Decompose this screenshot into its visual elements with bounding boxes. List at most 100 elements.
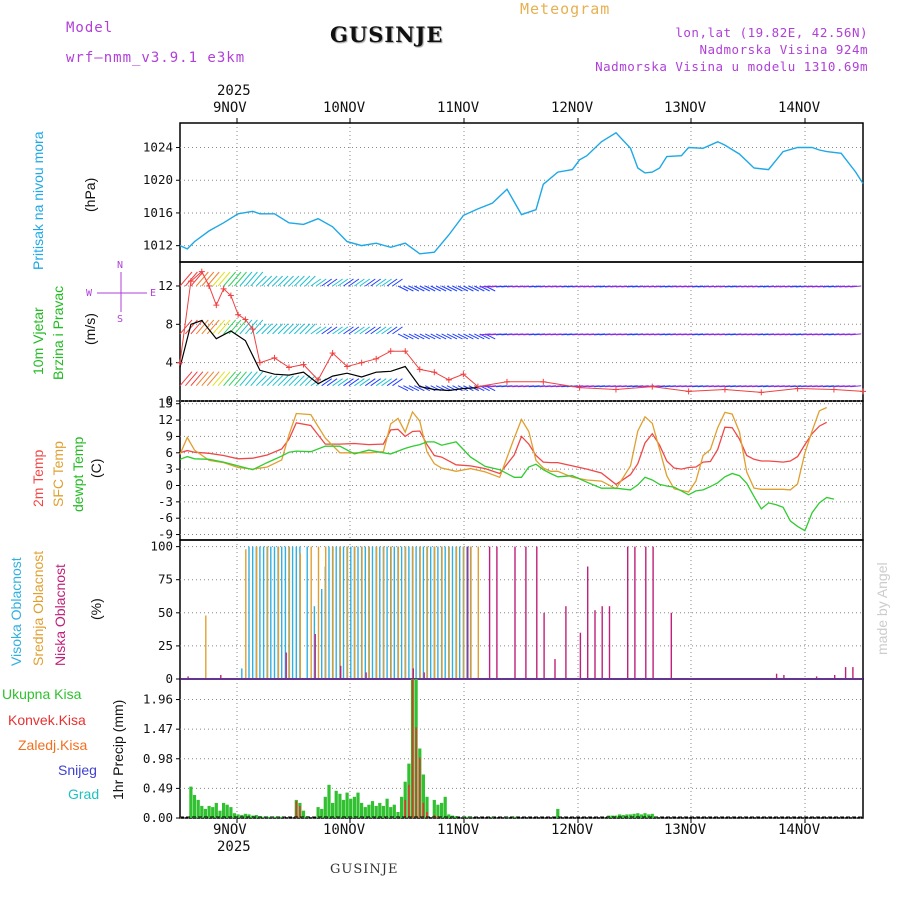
y-tick-label: 25	[158, 638, 173, 653]
wind-barb	[223, 271, 236, 287]
rain-bar	[556, 808, 560, 818]
wind-barb	[435, 285, 447, 292]
rain-bar	[352, 796, 356, 818]
wind-barb	[332, 326, 343, 335]
footer-title: GUSINJE	[330, 862, 399, 877]
wind-barb	[408, 333, 420, 340]
year-top: 2025	[217, 83, 251, 99]
wind-barb	[392, 278, 403, 287]
y-tick-label: 4	[165, 355, 173, 370]
rain-bar	[232, 813, 237, 818]
bottom-day-0: 9NOV	[213, 822, 247, 838]
y-tick-label: -6	[158, 510, 173, 525]
rain-bar	[621, 815, 625, 818]
convective-bar	[426, 812, 428, 818]
rain-bar	[272, 816, 277, 818]
y-tick-label: 12	[158, 278, 173, 293]
wind-barb	[414, 333, 425, 340]
y-tick-label: -9	[158, 527, 173, 542]
rain-bar	[349, 798, 353, 818]
wind-barb	[185, 319, 198, 335]
wind-barb	[272, 323, 283, 335]
wind-barb	[288, 323, 300, 335]
wind-barb	[403, 385, 414, 392]
wind-barb	[185, 271, 198, 287]
wind-barb	[403, 333, 414, 340]
wind-barb	[452, 385, 463, 392]
wind-barb	[288, 275, 300, 287]
wind-barb	[250, 271, 264, 287]
wind-barb	[179, 271, 193, 287]
wind-barb	[234, 319, 247, 335]
wind-barb	[217, 319, 231, 335]
bottom-day-4: 13NOV	[664, 822, 707, 838]
rain-bar	[262, 816, 266, 818]
rain-bar	[316, 807, 320, 818]
wind-barb	[386, 326, 398, 335]
wind-barb	[294, 323, 305, 335]
y-tick-label: 1012	[143, 238, 173, 253]
year-bottom: 2025	[217, 839, 251, 855]
wind-barb	[430, 285, 441, 292]
y-tick-label: 0.49	[143, 780, 173, 795]
rain-bar	[323, 796, 327, 818]
rain-bar	[331, 802, 335, 818]
wind-barb	[337, 278, 349, 287]
chart-title: GUSINJE	[330, 22, 444, 47]
y-tick-label: 0	[165, 477, 173, 492]
wind-barb	[365, 326, 376, 335]
wind-barb	[179, 371, 193, 387]
y-tick-label: 0.98	[143, 751, 173, 766]
wind-barb	[348, 326, 360, 335]
rain-bar	[443, 796, 447, 818]
convective-bar	[299, 805, 301, 818]
convective-bar	[404, 799, 406, 818]
rain-bar	[363, 807, 367, 818]
rain-bar	[211, 807, 215, 818]
wind-barb	[212, 371, 226, 387]
wind-barb	[441, 285, 452, 292]
top-day-0: 9NOV	[213, 100, 247, 116]
y-tick-label: 3	[165, 461, 173, 476]
wind-barb	[397, 285, 409, 292]
wind-barb	[452, 333, 463, 340]
wind-barb	[359, 378, 371, 387]
rain-bar	[320, 808, 324, 818]
rain-bar	[385, 798, 389, 818]
y-tick-label: 1.47	[143, 721, 173, 736]
wind-barb	[452, 285, 463, 292]
temp-sfc-line	[179, 406, 827, 493]
wind-barb	[424, 333, 436, 340]
rain-bar	[618, 814, 622, 818]
rain-bar	[207, 805, 211, 818]
rain-bar	[203, 808, 207, 818]
wind-barb	[190, 271, 204, 287]
model-name: wrf—nmm_v3.9.1 e3km	[66, 50, 246, 66]
convective-bar	[422, 802, 425, 818]
wind-barb	[354, 278, 365, 287]
precip-legend-hail: Grad	[68, 786, 100, 802]
rain-bar	[280, 816, 284, 818]
panel-frame	[179, 539, 864, 680]
wind-barb	[185, 371, 198, 387]
wind-barb	[414, 385, 425, 392]
wind-barb	[370, 378, 381, 387]
rain-bar	[345, 792, 349, 818]
wind-barb	[304, 275, 316, 287]
wind-barb	[261, 323, 273, 335]
model-label: Model	[66, 20, 114, 36]
rain-bar	[432, 799, 436, 818]
wind-barb	[441, 333, 452, 340]
wind-barb	[397, 333, 409, 340]
rain-bar	[334, 790, 338, 818]
wind-barb	[326, 278, 338, 287]
rain-bar	[189, 786, 193, 818]
wind-barb	[277, 323, 289, 335]
wind-barb	[850, 333, 862, 336]
wind-barb	[365, 378, 376, 387]
wind-barb	[206, 371, 220, 387]
wind-barb	[370, 326, 381, 335]
convective-bar	[295, 801, 298, 818]
wind-barb	[304, 323, 316, 335]
wind-barb	[228, 319, 242, 335]
